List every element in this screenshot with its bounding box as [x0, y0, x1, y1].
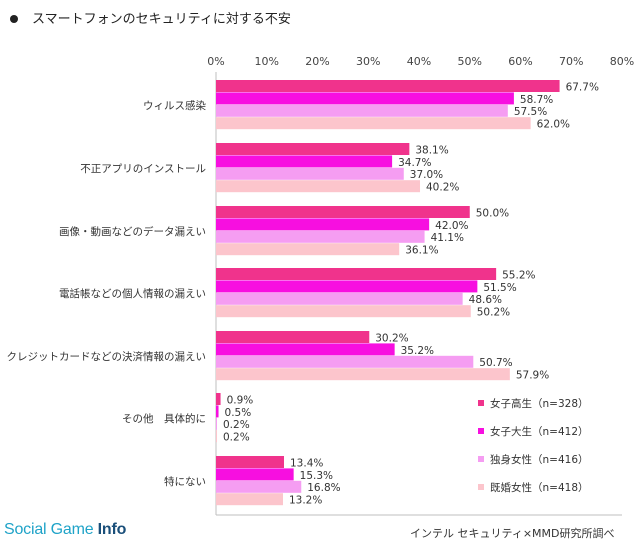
legend-swatch — [478, 456, 484, 462]
bar — [216, 493, 283, 506]
bar — [216, 206, 470, 218]
x-tick-label: 50% — [458, 55, 482, 68]
bar-value-label: 13.2% — [289, 495, 322, 507]
legend-swatch — [478, 400, 484, 406]
category-label: 特にない — [164, 476, 206, 488]
bar — [216, 417, 218, 430]
bar-value-label: 50.7% — [479, 357, 512, 369]
bar-value-label: 36.1% — [405, 245, 438, 257]
bar-value-label: 0.2% — [223, 419, 250, 431]
bar-value-label: 41.1% — [431, 232, 464, 244]
bar — [216, 405, 219, 418]
category-label: その他 具体的に — [122, 412, 206, 425]
bar-value-label: 37.0% — [410, 169, 443, 181]
bar — [216, 456, 285, 468]
legend-swatch — [478, 484, 484, 490]
bar-value-label: 57.9% — [516, 370, 549, 382]
bar-value-label: 0.5% — [225, 407, 252, 419]
chart-title: スマートフォンのセキュリティに対する不安 — [32, 12, 291, 27]
bar — [216, 468, 294, 481]
bar-value-label: 50.2% — [477, 307, 510, 319]
bar-value-label: 34.7% — [398, 157, 431, 169]
category-label: 不正アプリのインストール — [80, 163, 206, 175]
source-credit: インテル セキュリティ×MMD研究所調べ — [410, 527, 615, 540]
bar — [216, 218, 430, 231]
watermark-brand-bold: Info — [97, 521, 127, 538]
bar — [216, 143, 410, 155]
bar — [216, 292, 463, 305]
bar-value-label: 40.2% — [426, 182, 459, 194]
legend-label: 独身女性（n=416） — [490, 453, 589, 466]
bar-value-label: 67.7% — [566, 81, 599, 93]
bar — [216, 180, 421, 193]
bar — [216, 243, 400, 256]
bar — [216, 280, 478, 293]
chart-title-row: スマートフォンのセキュリティに対する不安 — [10, 8, 291, 27]
bar — [216, 305, 471, 318]
bar-value-label: 38.1% — [415, 144, 448, 156]
bar — [216, 104, 508, 117]
x-tick-label: 80% — [610, 55, 634, 68]
bar-value-label: 15.3% — [300, 470, 333, 482]
bullet-dot-icon — [10, 14, 18, 23]
category-label: クレジットカードなどの決済情報の漏えい — [7, 350, 207, 363]
bar — [216, 92, 514, 105]
bar-value-label: 0.2% — [223, 432, 250, 444]
bar — [216, 268, 497, 280]
x-tick-label: 30% — [356, 55, 380, 68]
bar-value-label: 13.4% — [290, 457, 323, 469]
x-tick-label: 60% — [508, 55, 532, 68]
bar — [216, 80, 560, 92]
legend-label: 既婚女性（n=418） — [490, 481, 589, 494]
bar-value-label: 42.0% — [435, 220, 468, 232]
category-label: ウィルス感染 — [143, 99, 206, 112]
bar — [216, 343, 395, 356]
legend-label: 女子大生（n=412） — [490, 425, 589, 438]
x-tick-label: 70% — [559, 55, 583, 68]
x-tick-label: 20% — [305, 55, 329, 68]
watermark-brand-light: Social Game — [4, 521, 98, 538]
bar-value-label: 48.6% — [469, 294, 502, 306]
bar — [216, 155, 393, 168]
bar-value-label: 55.2% — [502, 269, 535, 281]
bar-value-label: 58.7% — [520, 94, 553, 106]
bar — [216, 167, 404, 180]
bar-value-label: 57.5% — [514, 106, 547, 118]
bar — [216, 230, 425, 243]
category-label: 電話帳などの個人情報の漏えい — [59, 287, 206, 300]
watermark-logo: Social Game Info — [4, 521, 126, 539]
legend-label: 女子高生（n=328） — [490, 397, 589, 410]
bar — [216, 430, 218, 443]
bar-value-label: 35.2% — [401, 345, 434, 357]
bar-value-label: 30.2% — [375, 332, 408, 344]
bar-value-label: 51.5% — [483, 282, 516, 294]
bar — [216, 368, 510, 381]
bar — [216, 480, 302, 493]
bar-value-label: 16.8% — [307, 482, 340, 494]
legend-swatch — [478, 428, 484, 434]
bar-value-label: 62.0% — [537, 119, 570, 131]
bar — [216, 117, 531, 130]
bar-value-label: 0.9% — [227, 394, 254, 406]
bar — [216, 331, 370, 343]
bar — [216, 393, 221, 405]
x-tick-label: 0% — [207, 55, 224, 68]
x-tick-label: 40% — [407, 55, 431, 68]
bar — [216, 355, 474, 368]
category-label: 画像・動画などのデータ漏えい — [59, 225, 206, 238]
bar-value-label: 50.0% — [476, 207, 509, 219]
x-tick-label: 10% — [255, 55, 279, 68]
